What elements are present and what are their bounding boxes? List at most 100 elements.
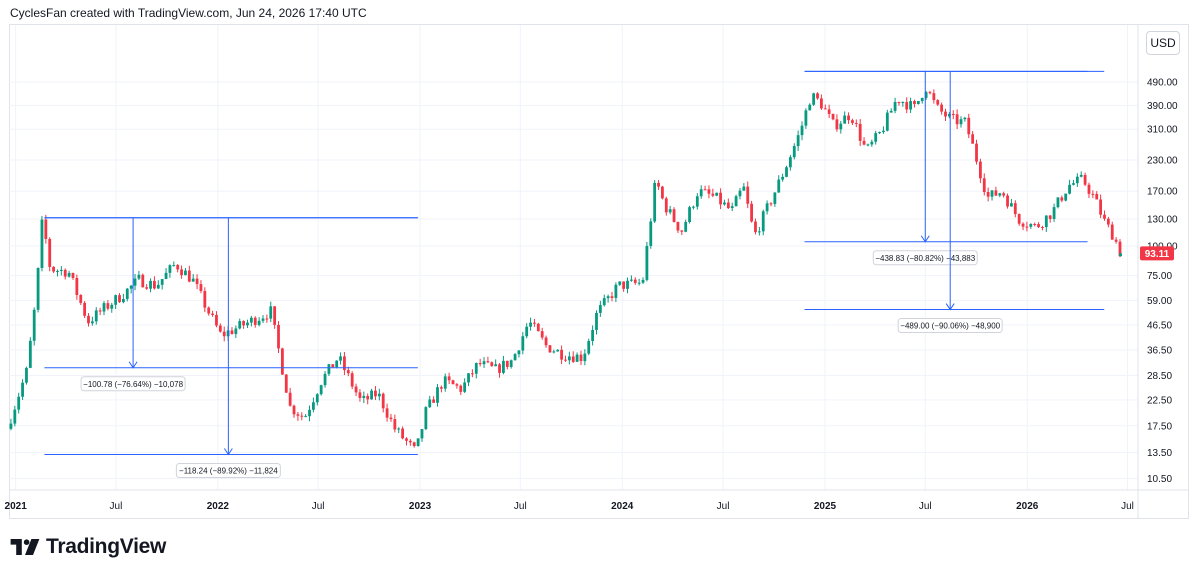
- candle-body-down: [1083, 174, 1087, 185]
- candle-body-up: [645, 245, 649, 280]
- candle-body-up: [129, 285, 133, 289]
- candle-body-down: [153, 280, 156, 289]
- candle-body-down: [579, 354, 583, 362]
- candle-body-down: [187, 270, 191, 282]
- candle-body-up: [1072, 183, 1075, 185]
- candle-body-up: [1010, 203, 1013, 207]
- candle-body-down: [346, 370, 350, 374]
- candle-body-up: [463, 382, 467, 392]
- candle-body-down: [366, 395, 370, 400]
- candle-body-up: [924, 92, 928, 98]
- candle-body-up: [525, 326, 529, 337]
- time-tick-label: Jul: [110, 501, 123, 512]
- candle-body-down: [975, 143, 978, 162]
- candle-body-down: [827, 109, 831, 114]
- currency-selector-button[interactable]: USD: [1146, 31, 1180, 55]
- candle-body-up: [947, 114, 951, 117]
- candle-body-down: [343, 356, 346, 371]
- candle-body-down: [955, 114, 959, 125]
- candle-body-up: [312, 402, 315, 410]
- candle-body-down: [944, 111, 947, 117]
- candle-body-up: [327, 364, 331, 374]
- candle-body-up: [598, 305, 602, 313]
- candle-body-down: [211, 313, 214, 315]
- candle-body-down: [622, 281, 626, 289]
- candle-body-down: [408, 440, 412, 443]
- candle-body-down: [858, 123, 862, 141]
- candle-body-up: [67, 272, 71, 277]
- candle-body-down: [571, 356, 575, 362]
- candle-body-down: [75, 277, 79, 295]
- candle-body-up: [121, 299, 125, 303]
- candle-body-down: [633, 279, 637, 283]
- time-tick-label: Jul: [717, 501, 730, 512]
- candle-body-down: [331, 364, 335, 368]
- candle-body-up: [397, 428, 401, 430]
- candle-body-down: [145, 287, 149, 289]
- candle-body-up: [513, 354, 517, 361]
- candle-body-up: [629, 279, 633, 281]
- candle-body-down: [1013, 203, 1017, 215]
- candle-body-down: [750, 203, 754, 222]
- candle-body-down: [207, 307, 211, 314]
- candle-body-down: [940, 104, 944, 112]
- candle-body-up: [13, 409, 17, 424]
- candle-body-down: [486, 361, 490, 363]
- candle-body-up: [742, 186, 746, 191]
- candle-body-up: [156, 284, 160, 289]
- candle-body-up: [567, 356, 571, 361]
- candle-body-down: [98, 310, 102, 312]
- candle-body-down: [816, 93, 819, 99]
- candle-body-down: [296, 414, 300, 416]
- candle-body-down: [195, 278, 199, 285]
- candle-body-up: [1068, 184, 1071, 194]
- price-tick-label: 230.00: [1147, 156, 1178, 167]
- tradingview-logo[interactable]: TradingView: [10, 534, 166, 560]
- measure-label: −489.00 (−90.06%) −48,900: [900, 322, 1000, 331]
- candle-body-up: [9, 423, 13, 429]
- candle-body-up: [59, 269, 63, 271]
- candle-body-down: [533, 322, 536, 324]
- candle-body-up: [246, 322, 249, 326]
- candle-body-up: [377, 393, 381, 397]
- candle-body-down: [1087, 184, 1091, 194]
- candle-body-down: [218, 325, 222, 332]
- candle-body-down: [707, 189, 711, 194]
- chart-frame[interactable]: [9, 24, 1189, 519]
- candle-body-up: [467, 373, 470, 383]
- candle-body-down: [1118, 241, 1122, 257]
- candle-body-up: [575, 354, 579, 362]
- candle-body-down: [222, 331, 226, 337]
- candle-body-up: [870, 141, 874, 145]
- measure-label-box: [80, 376, 186, 392]
- candle-body-down: [564, 359, 567, 361]
- candle-body-down: [967, 117, 971, 135]
- candle-body-down: [354, 386, 358, 393]
- candle-body-up: [40, 219, 44, 269]
- candle-body-down: [350, 373, 354, 387]
- candle-body-down: [951, 114, 955, 116]
- candle-body-down: [897, 102, 901, 104]
- candle-body-up: [416, 438, 420, 447]
- candle-body-up: [1052, 207, 1056, 219]
- candle-body-up: [521, 336, 525, 351]
- candle-body-up: [552, 351, 556, 353]
- candle-body-down: [52, 266, 55, 272]
- candle-body-down: [389, 417, 393, 420]
- candle-body-down: [118, 295, 121, 303]
- candle-body-up: [362, 395, 366, 398]
- candle-body-up: [168, 265, 172, 273]
- candle-body-up: [602, 298, 606, 306]
- candle-body-down: [610, 296, 614, 298]
- candle-body-up: [36, 268, 40, 310]
- candle-body-down: [277, 324, 280, 349]
- candle-body-down: [831, 113, 835, 120]
- price-tick-label: 10.50: [1147, 474, 1172, 485]
- price-tick-label: 390.00: [1147, 101, 1178, 112]
- candle-body-down: [536, 323, 540, 332]
- candle-body-down: [661, 186, 664, 199]
- candle-body-up: [556, 349, 560, 352]
- candle-body-down: [1110, 224, 1114, 240]
- candle-body-down: [71, 272, 75, 278]
